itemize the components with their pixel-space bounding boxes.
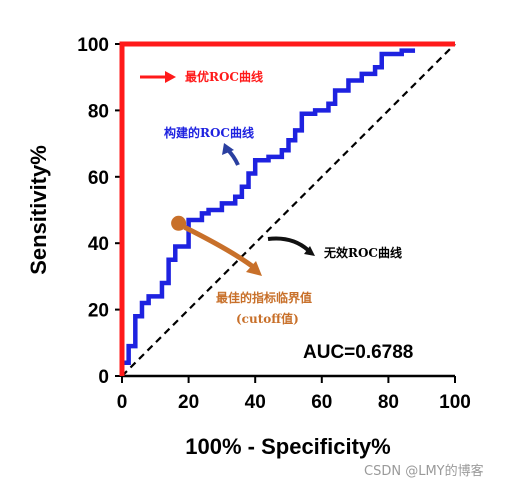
- built-roc-annotation: 构建的ROC曲线: [164, 125, 254, 140]
- random-roc-arrow-icon: [304, 246, 315, 256]
- y-tick-label: 40: [88, 234, 109, 255]
- axes: 0 20 40 60 80 100 0 20 40 60 80 100: [77, 35, 471, 413]
- cutoff-arrow-icon: [246, 261, 262, 276]
- cutoff-sub-annotation: (cutoff值): [236, 311, 299, 326]
- optimal-roc-annotation: 最优ROC曲线: [185, 69, 263, 84]
- x-tick-label: 40: [245, 392, 266, 413]
- y-tick-label: 20: [88, 301, 109, 322]
- x-tick-label: 80: [378, 392, 399, 413]
- built-roc-arrow-icon: [222, 143, 234, 155]
- y-tick-label: 0: [98, 367, 109, 388]
- x-tick-label: 60: [311, 392, 332, 413]
- series-layer: [119, 41, 456, 377]
- cutoff-annotation: 最佳的指标临界值: [216, 290, 312, 305]
- y-tick-label: 60: [88, 168, 109, 189]
- cutoff-arrow-shaft: [183, 225, 254, 269]
- random-roc-arrow-shaft: [267, 236, 310, 252]
- series-built-roc-line: [119, 48, 416, 376]
- series-optimal-roc-line: [119, 41, 455, 376]
- x-tick-label: 0: [117, 392, 128, 413]
- series-random-roc-line: [121, 43, 456, 377]
- y-axis-title: Sensitivity%: [26, 145, 51, 275]
- watermark: CSDN @LMY的博客: [364, 463, 484, 479]
- y-tick-label: 80: [88, 101, 109, 122]
- y-tick-label: 100: [77, 35, 109, 56]
- x-tick-label: 100: [439, 392, 471, 413]
- cutoff-point-marker: [171, 215, 187, 231]
- x-axis-title: 100% - Specificity%: [185, 434, 390, 459]
- auc-label: AUC=0.6788: [303, 342, 413, 363]
- random-roc-annotation: 无效ROC曲线: [323, 245, 402, 260]
- optimal-roc-arrow-icon: [165, 71, 176, 83]
- x-tick-label: 20: [178, 392, 199, 413]
